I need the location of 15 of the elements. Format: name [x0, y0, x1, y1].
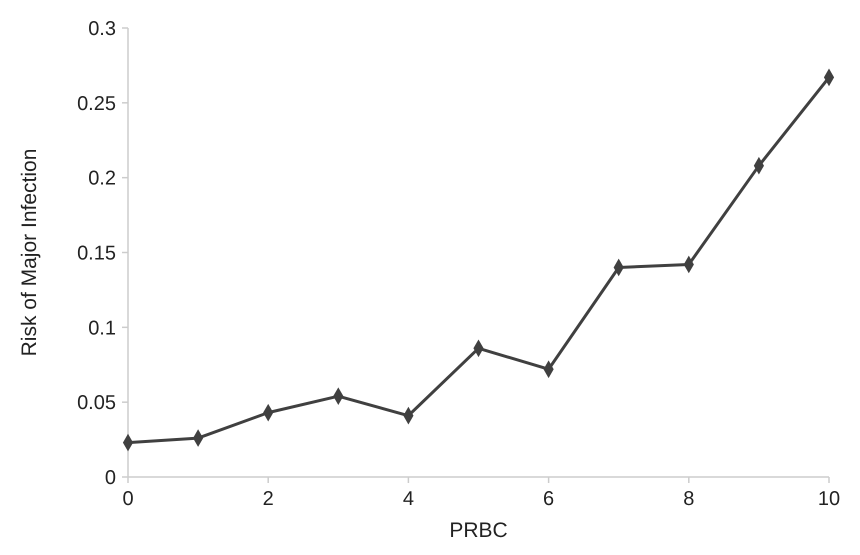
y-tick-label: 0.25: [77, 92, 116, 115]
y-tick-label: 0: [104, 467, 116, 489]
x-tick-label: 0: [122, 488, 134, 510]
x-axis-title: PRBC: [449, 519, 508, 542]
x-tick-label: 2: [262, 488, 274, 510]
y-tick-label: 0.05: [77, 392, 116, 414]
x-tick-label: 10: [818, 488, 840, 510]
y-axis-title: Risk of Major Infection: [18, 148, 41, 356]
y-tick-label: 0.15: [77, 242, 116, 264]
y-tick-label: 0.1: [88, 317, 116, 340]
x-tick-label: 4: [402, 488, 414, 510]
y-tick-label: 0.2: [88, 168, 116, 190]
x-tick-label: 8: [683, 488, 694, 510]
x-tick-label: 6: [543, 488, 554, 510]
y-tick-label: 0.3: [88, 18, 116, 40]
